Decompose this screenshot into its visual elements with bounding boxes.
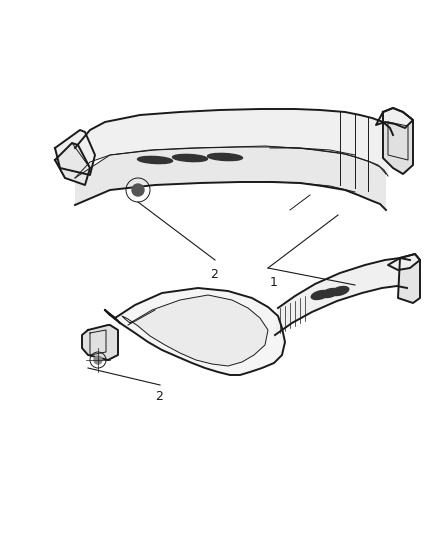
Text: 1: 1 (270, 276, 278, 289)
Polygon shape (376, 108, 413, 128)
Polygon shape (55, 143, 90, 185)
Polygon shape (122, 295, 268, 366)
Text: 2: 2 (210, 268, 218, 281)
Polygon shape (383, 108, 413, 174)
Polygon shape (275, 258, 410, 335)
Polygon shape (75, 109, 393, 178)
Polygon shape (388, 254, 420, 270)
Ellipse shape (208, 154, 243, 160)
Ellipse shape (331, 287, 349, 295)
Circle shape (94, 356, 102, 364)
Polygon shape (55, 130, 95, 175)
Ellipse shape (311, 290, 329, 300)
Polygon shape (398, 254, 420, 303)
Polygon shape (105, 288, 285, 375)
Polygon shape (75, 147, 386, 210)
Ellipse shape (138, 156, 173, 164)
Text: 2: 2 (155, 390, 163, 403)
Ellipse shape (321, 288, 339, 297)
Circle shape (132, 184, 144, 196)
Ellipse shape (173, 155, 208, 161)
Polygon shape (82, 325, 118, 360)
